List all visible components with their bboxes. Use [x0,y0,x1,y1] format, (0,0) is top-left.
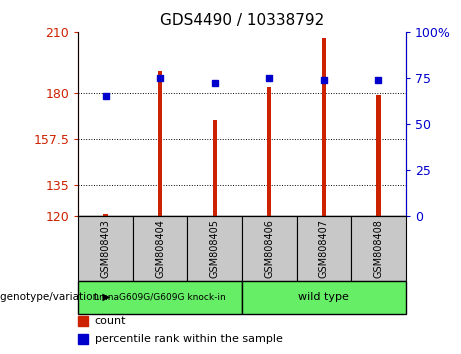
Bar [242,281,406,314]
Bar [213,120,217,216]
Text: count: count [95,316,126,326]
Text: LmnaG609G/G609G knock-in: LmnaG609G/G609G knock-in [95,293,226,302]
Bar [133,216,188,281]
Bar [322,38,326,216]
Bar [78,281,242,314]
Bar [103,214,108,216]
Text: GSM808405: GSM808405 [210,219,220,278]
Bar [78,334,88,344]
Bar [158,71,162,216]
Text: GSM808407: GSM808407 [319,219,329,278]
Bar [267,87,272,216]
Text: genotype/variation ▶: genotype/variation ▶ [0,292,110,302]
Bar [78,216,133,281]
Text: wild type: wild type [298,292,349,302]
Text: GSM808403: GSM808403 [100,219,111,278]
Bar [296,216,351,281]
Text: GSM808404: GSM808404 [155,219,165,278]
Bar [242,216,296,281]
Bar [351,216,406,281]
Bar [188,216,242,281]
Bar [376,95,381,216]
Title: GDS4490 / 10338792: GDS4490 / 10338792 [160,13,324,28]
Text: GSM808408: GSM808408 [373,219,384,278]
Text: GSM808406: GSM808406 [264,219,274,278]
Text: percentile rank within the sample: percentile rank within the sample [95,333,283,344]
Bar [78,316,88,326]
